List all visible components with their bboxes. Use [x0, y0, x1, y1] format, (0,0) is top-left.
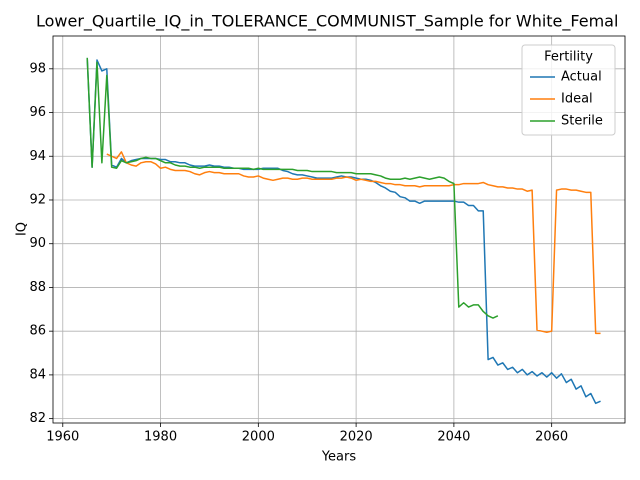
y-tick-label: 96: [29, 105, 46, 120]
legend-box: [521, 44, 616, 136]
line-series: [106, 151, 601, 335]
line-series: [86, 57, 499, 319]
y-tick-label: 86: [29, 324, 46, 339]
y-tick-label: 88: [29, 280, 46, 295]
chart-title: Lower_Quartile_IQ_in_TOLERANCE_COMMUNIST…: [36, 12, 618, 32]
y-tick-label: 82: [29, 411, 46, 426]
legend-label: Ideal: [561, 92, 593, 107]
y-tick-label: 94: [29, 149, 46, 164]
x-tick-label: 1980: [144, 430, 177, 445]
axes-frame: [52, 35, 626, 424]
legend-label: Actual: [561, 70, 602, 85]
x-tick-label: 2020: [340, 430, 373, 445]
y-axis-label: IQ: [15, 222, 30, 236]
line-series: [86, 57, 601, 405]
x-tick-label: 1960: [46, 430, 79, 445]
legend-label: Sterile: [561, 114, 603, 129]
x-tick-label: 2060: [535, 430, 568, 445]
x-tick-label: 2000: [242, 430, 275, 445]
y-tick-label: 84: [29, 367, 46, 382]
x-axis-label: Years: [321, 450, 357, 465]
x-tick-label: 2040: [437, 430, 470, 445]
y-tick-label: 92: [29, 192, 46, 207]
y-tick-label: 90: [29, 236, 46, 251]
y-tick-label: 98: [29, 61, 46, 76]
legend-title: Fertility: [544, 50, 593, 65]
